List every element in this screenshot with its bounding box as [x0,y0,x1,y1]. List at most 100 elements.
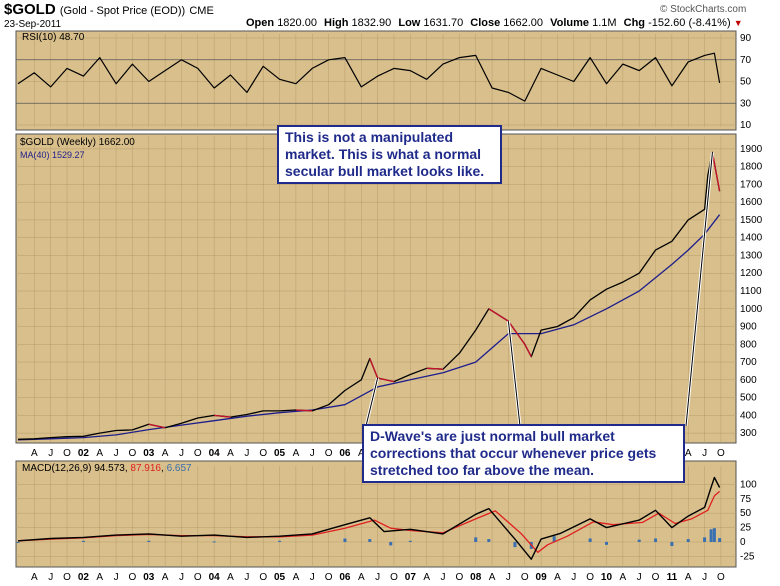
price-tick-label: 1400 [740,233,763,244]
x-tick-label-macd: 04 [209,572,221,583]
annotation-pointer [685,152,713,427]
rsi-panel [15,30,737,131]
macd-histogram-bar [513,541,517,548]
gold-decline-segment [715,170,721,192]
x-tick-label-price: J [114,448,119,459]
x-tick-label-macd: O [717,572,725,583]
x-tick-label-macd: A [227,572,234,583]
x-tick-label-price: A [96,448,103,459]
macd-line [17,476,721,560]
price-tick-label: 1900 [740,144,763,155]
x-tick-label-price: J [48,448,53,459]
signal-legend-value: 87.916 [130,463,161,474]
price-tick-label: 1500 [740,215,763,226]
gold-decline-segment [295,409,313,412]
low-label: Low [398,17,421,29]
x-tick-label-macd: J [179,572,184,583]
macd-histogram-bar [389,541,393,546]
copyright: © StockCharts.com [660,4,747,15]
price-tick-label: 1200 [740,268,763,279]
x-tick-label-price: A [685,448,692,459]
macd-histogram-bar [81,540,85,542]
x-tick-label-macd: J [375,572,380,583]
rsi-tick-label: 90 [740,33,752,44]
rsi-tick-label: 10 [740,120,752,131]
macd-histogram-bar [686,539,690,542]
price-tick-label: 1000 [740,304,763,315]
x-tick-label-macd: A [489,572,496,583]
x-tick-label-macd: 10 [601,572,613,583]
gold-decline-segment [524,343,532,358]
symbol-title: $GOLD (Gold - Spot Price (EOD)) CME [4,1,214,18]
price-tick-label: 1800 [740,162,763,173]
exchange: CME [189,5,214,17]
macd-histogram-bar [368,539,372,542]
x-tick-label-macd: J [571,572,576,583]
down-arrow-icon: ▼ [733,18,743,28]
x-tick-label-price: 02 [78,448,90,459]
x-tick-label-macd: A [685,572,692,583]
x-tick-label-macd: O [390,572,398,583]
price-tick-label: 1100 [740,286,762,297]
macd-tick-label: 50 [740,508,752,519]
annotation-top: This is not a manipulated market. This i… [277,125,502,184]
x-tick-label-macd: 03 [143,572,155,583]
price-legend: $GOLD (Weekly) 1662.00 MA(40) 1529.27 [20,137,135,161]
macd-histogram-bar [718,538,722,542]
x-tick-label-macd: 02 [78,572,90,583]
gold-decline-segment [148,423,166,429]
x-tick-label-macd: J [310,572,315,583]
macd-histogram-bar [16,541,20,543]
macd-tick-label: 100 [740,479,757,490]
x-tick-label-price: A [162,448,169,459]
price-tick-label: 700 [740,357,757,368]
x-tick-label-macd: O [455,572,463,583]
x-tick-label-price: J [244,448,249,459]
x-tick-label-price: A [358,448,365,459]
price-tick-label: 800 [740,339,757,350]
macd-histogram-bar [552,536,556,542]
rsi-tick-label: 70 [740,55,752,66]
x-tick-label-macd: J [702,572,707,583]
x-tick-label-macd: 08 [470,572,482,583]
x-tick-label-price: O [129,448,137,459]
low-value: 1631.70 [423,17,464,29]
gold-decline-segment [507,320,526,345]
x-tick-label-macd: J [114,572,119,583]
histogram-legend-value: 6.657 [166,463,192,474]
macd-histogram-bar [588,538,592,542]
price-tick-label: 400 [740,410,757,421]
x-tick-label-price: O [717,448,725,459]
volume-value: 1.1M [592,17,617,29]
macd-histogram-bar [212,541,216,543]
x-tick-label-macd: O [521,572,529,583]
x-tick-label-price: J [179,448,184,459]
x-tick-label-macd: A [162,572,169,583]
x-tick-label-macd: A [554,572,561,583]
high-label: High [324,17,349,29]
x-tick-label-price: A [31,448,38,459]
x-tick-label-macd: 09 [536,572,548,583]
x-tick-label-macd: O [194,572,202,583]
x-tick-label-price: A [227,448,234,459]
gold-decline-segment [369,358,379,379]
x-tick-label-price: J [702,448,707,459]
x-tick-label-price: O [63,448,71,459]
ma-legend: MA(40) 1529.27 [20,150,85,160]
x-tick-label-macd: 11 [667,572,678,583]
price-tick-label: 1300 [740,250,763,261]
chart-date: 23-Sep-2011 [4,19,62,30]
price-tick-label: 1700 [740,179,763,190]
x-tick-label-price: A [293,448,300,459]
symbol: $GOLD [4,1,56,18]
macd-histogram-bar [670,541,674,546]
macd-histogram-bar [703,537,707,542]
rsi-line [17,52,721,102]
x-tick-label-macd: O [652,572,660,583]
annotation-pointer [365,377,379,427]
rsi-tick-label: 50 [740,77,752,88]
macd-legend-value: 94.573 [94,463,125,474]
gold-decline-segment [426,367,444,370]
macd-legend: MACD(12,26,9) 94.573, 87.916, 6.657 [22,463,192,474]
macd-histogram-bar [654,538,658,542]
